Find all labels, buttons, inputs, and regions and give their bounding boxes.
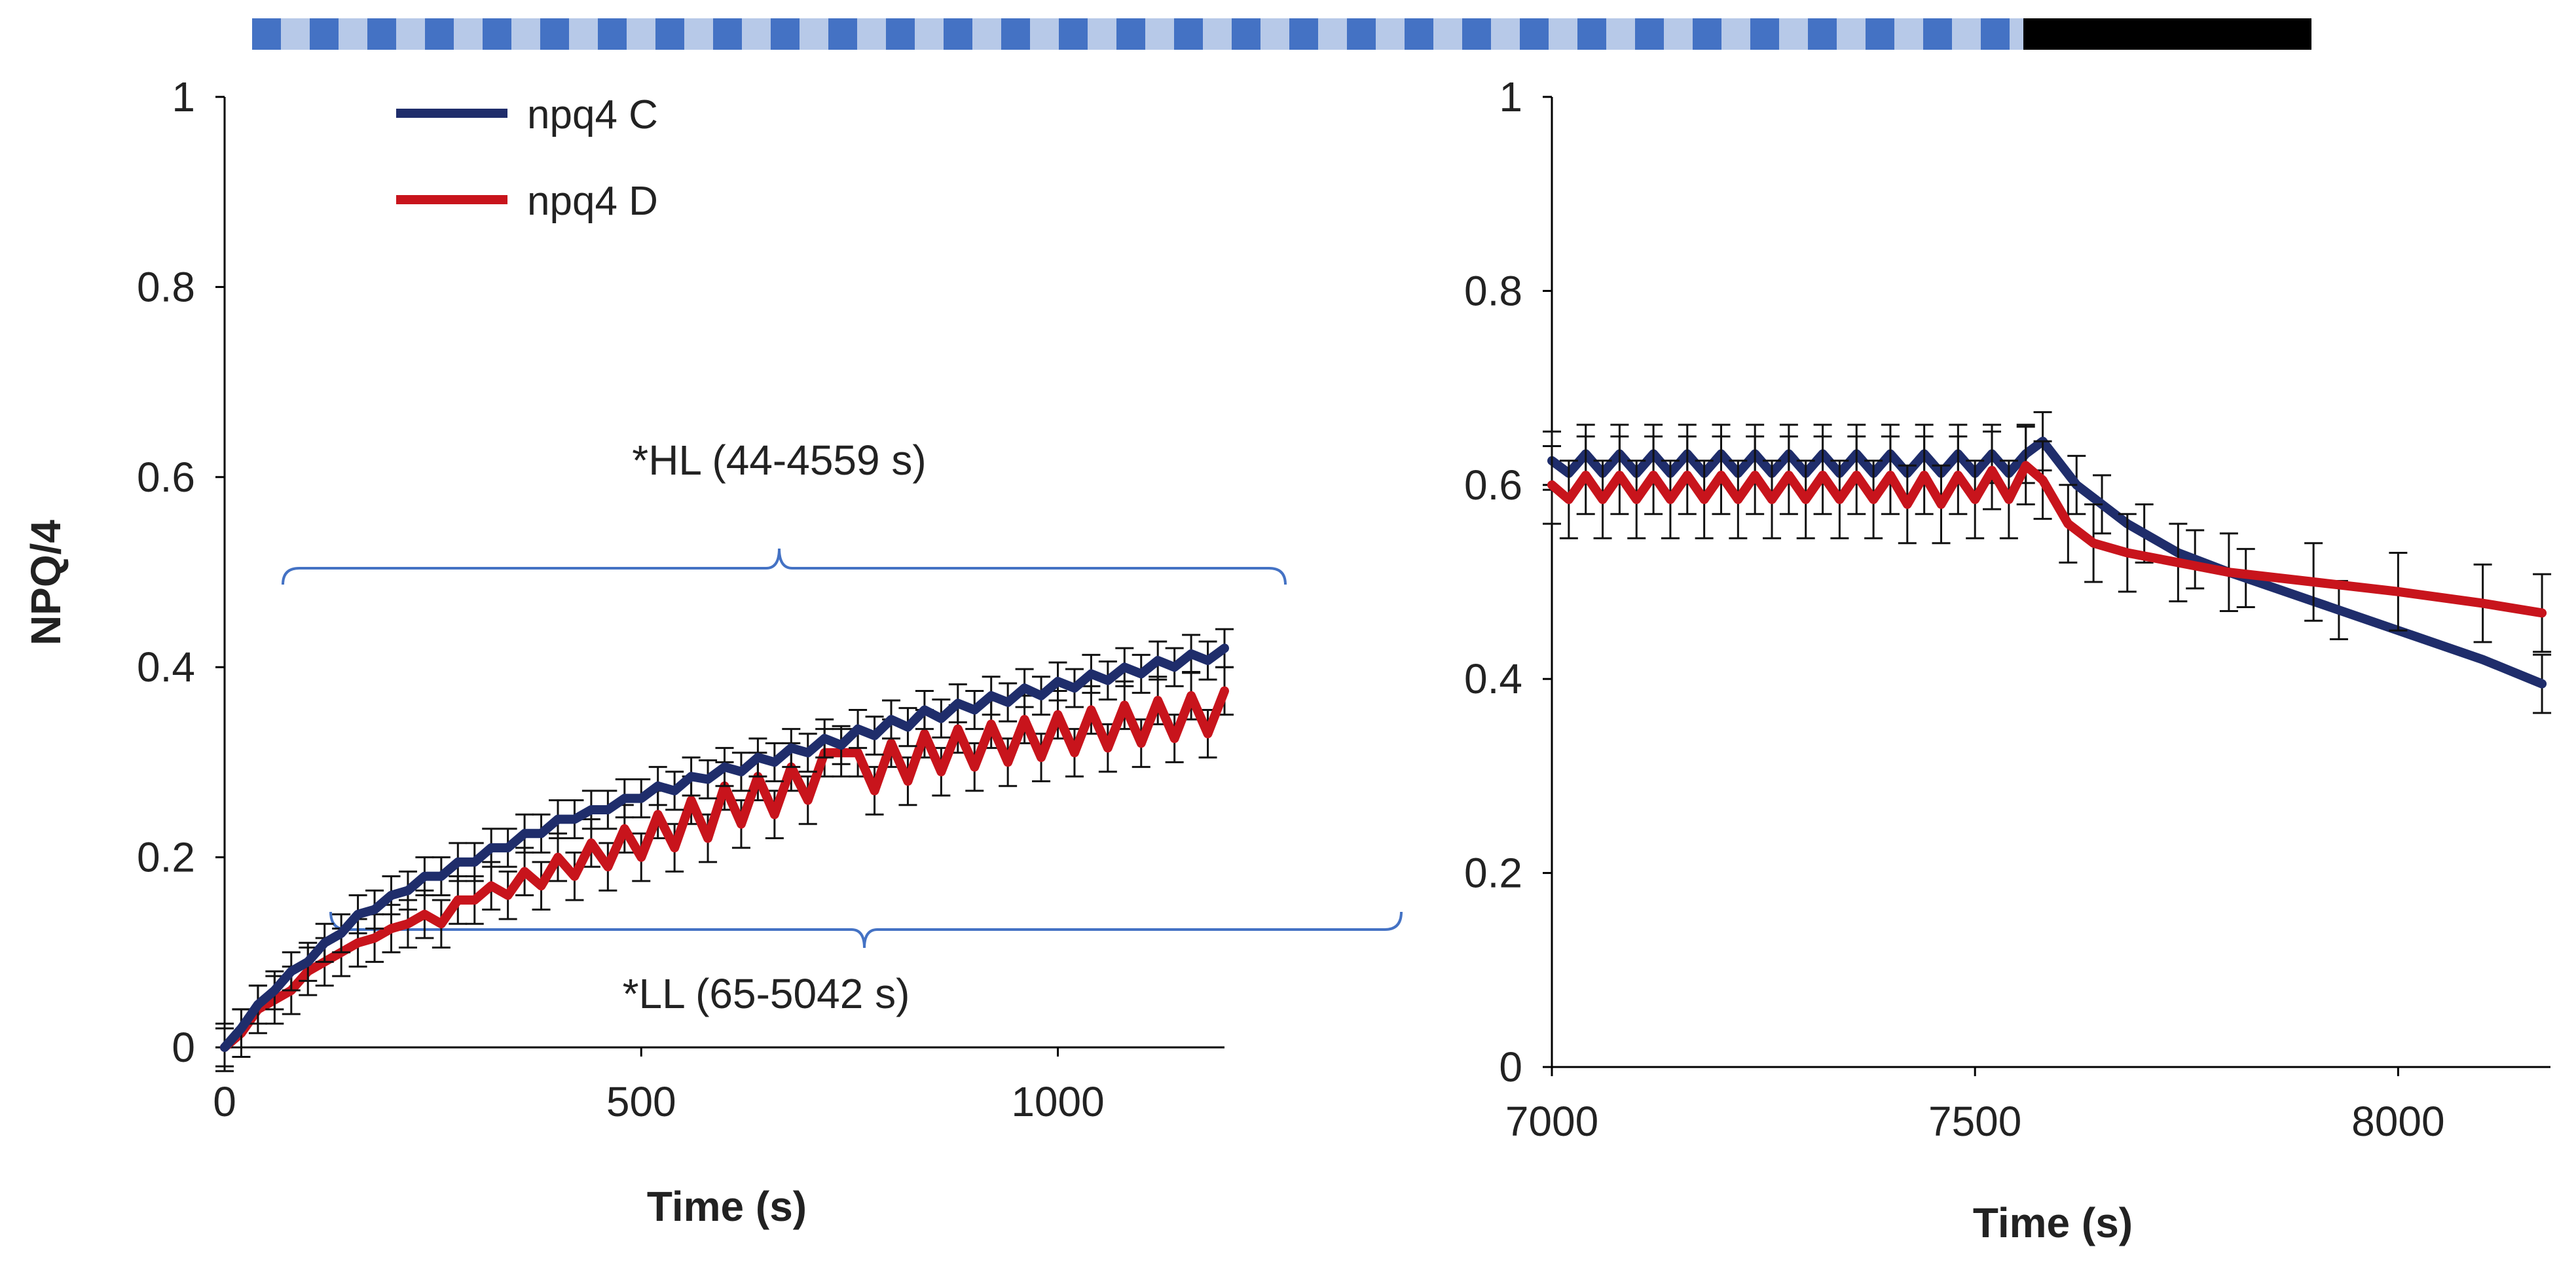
light-period-stripe bbox=[944, 18, 972, 50]
y-tick-label: 0.6 bbox=[137, 454, 195, 501]
light-period-stripe bbox=[886, 18, 915, 50]
y-tick-label: 0.8 bbox=[1464, 267, 1522, 314]
x-tick-label: 7000 bbox=[1505, 1098, 1598, 1145]
x-tick-label: 7500 bbox=[1928, 1098, 2021, 1145]
x-tick-label: 0 bbox=[213, 1078, 236, 1125]
light-period-stripe bbox=[1750, 18, 1779, 50]
ll-bracket bbox=[329, 911, 1403, 949]
hl-bracket bbox=[282, 548, 1287, 585]
light-period-stripe bbox=[713, 18, 742, 50]
y-tick-label: 0.8 bbox=[137, 263, 195, 310]
x-tick-label: 1000 bbox=[1011, 1078, 1104, 1125]
light-period-stripe bbox=[252, 18, 281, 50]
light-period-stripe bbox=[1001, 18, 1030, 50]
x-tick-label: 500 bbox=[606, 1078, 676, 1125]
light-dark-period-bar bbox=[252, 18, 2311, 50]
light-period-stripe bbox=[1289, 18, 1318, 50]
light-period-stripe bbox=[1405, 18, 1433, 50]
annotation-hl: *HL (44-4559 s) bbox=[632, 437, 926, 484]
light-period-stripe bbox=[1462, 18, 1491, 50]
y-tick-label: 0 bbox=[172, 1024, 195, 1071]
series-npq4-c bbox=[215, 628, 1234, 1068]
light-period-stripe bbox=[1520, 18, 1549, 50]
light-period-stripe bbox=[1232, 18, 1260, 50]
light-period-stripe bbox=[598, 18, 627, 50]
x-axis-title-right: Time (s) bbox=[1973, 1199, 2133, 1246]
y-tick-label: 0.6 bbox=[1464, 462, 1522, 509]
light-period-stripe bbox=[1577, 18, 1606, 50]
light-period-stripe bbox=[1866, 18, 1894, 50]
y-tick-label: 0.2 bbox=[1464, 850, 1522, 897]
light-period-stripe bbox=[1923, 18, 1952, 50]
legend-label-npq4-c: npq4 C bbox=[527, 92, 658, 137]
left-panel: NPQ/4 Time (s) npq4 C npq4 D *HL (44-455… bbox=[22, 73, 1403, 1230]
light-period-stripe bbox=[540, 18, 569, 50]
series-npq4-d bbox=[1543, 425, 2552, 653]
light-period-stripe bbox=[828, 18, 857, 50]
y-tick-label: 0.4 bbox=[1464, 655, 1522, 702]
x-tick-label: 8000 bbox=[2351, 1098, 2444, 1145]
light-period-stripe bbox=[367, 18, 396, 50]
dark-period-segment bbox=[2023, 18, 2311, 50]
light-period-stripe bbox=[1693, 18, 1721, 50]
y-tick-label: 0 bbox=[1499, 1043, 1522, 1091]
series-line bbox=[1547, 437, 2547, 689]
light-period-stripe bbox=[1347, 18, 1376, 50]
y-tick-label: 1 bbox=[172, 73, 195, 120]
y-tick-label: 0.4 bbox=[137, 643, 195, 691]
light-period-stripe bbox=[771, 18, 800, 50]
light-period-stripe bbox=[1808, 18, 1837, 50]
light-period-stripe bbox=[1981, 18, 2010, 50]
series-line bbox=[1547, 461, 2547, 618]
annotation-ll: *LL (65-5042 s) bbox=[623, 970, 910, 1017]
light-period-stripe bbox=[1059, 18, 1088, 50]
legend: npq4 C npq4 D bbox=[396, 92, 658, 224]
light-period-stripe bbox=[483, 18, 511, 50]
light-period-stripe bbox=[1635, 18, 1664, 50]
light-period-stripe bbox=[655, 18, 684, 50]
y-tick-label: 0.2 bbox=[137, 834, 195, 881]
legend-label-npq4-d: npq4 D bbox=[527, 179, 658, 224]
x-axis-title-left: Time (s) bbox=[647, 1183, 807, 1230]
light-period-stripe bbox=[425, 18, 454, 50]
light-period-stripe bbox=[1116, 18, 1145, 50]
light-period-stripe bbox=[310, 18, 339, 50]
right-panel: Time (s) 0 0.2 0.4 0.6 0.8 1 7000 7500 8000 bbox=[1464, 73, 2552, 1246]
series-line bbox=[220, 643, 1229, 1052]
light-period-stripe bbox=[1174, 18, 1203, 50]
series-npq4-c bbox=[1543, 411, 2552, 714]
y-axis-title: NPQ/4 bbox=[22, 520, 69, 645]
y-tick-label: 1 bbox=[1499, 73, 1522, 120]
